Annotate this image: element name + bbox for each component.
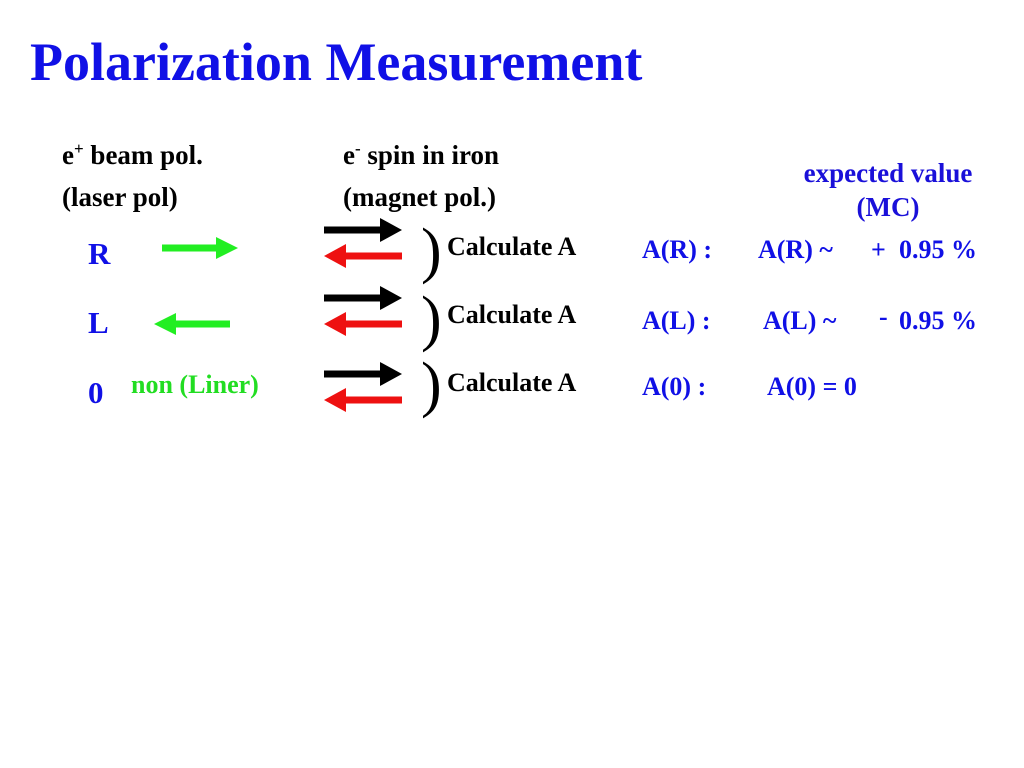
expected-value-line1: expected value	[803, 158, 973, 188]
result-value: 0.95 %	[899, 235, 977, 264]
beam-pol-header-line1: e+ beam pol.	[62, 139, 203, 170]
result-left: A(R) :	[642, 235, 713, 264]
paren-icon: )	[421, 285, 442, 353]
page-title: Polarization Measurement	[30, 32, 643, 92]
spin-header-line2: (magnet pol.)	[343, 182, 496, 212]
result-sign: +	[871, 235, 886, 264]
arrow-left-icon	[154, 313, 230, 335]
spin-header-line1: e- spin in iron	[343, 139, 499, 170]
beam-unpolarized-label: non (Liner)	[131, 370, 259, 399]
spin-arrow-pair-icon	[324, 286, 402, 336]
result-left: A(L) :	[642, 306, 711, 335]
result-value: 0.95 %	[899, 306, 977, 335]
row-label-l: L	[88, 305, 109, 340]
calculate-a-label: Calculate A	[447, 300, 577, 329]
paren-icon: )	[421, 351, 442, 419]
result-mid: A(R) ~	[758, 235, 833, 264]
beam-pol-header: e+ beam pol. (laser pol)	[62, 134, 203, 218]
result-sign: -	[879, 302, 888, 331]
spin-arrow-pair-icon	[324, 362, 402, 412]
calculate-a-label: Calculate A	[447, 232, 577, 261]
expected-value-line2: (MC)	[856, 192, 920, 222]
result-left: A(0) :	[642, 372, 707, 401]
beam-pol-header-line2: (laser pol)	[62, 182, 178, 212]
paren-icon: )	[421, 217, 442, 285]
calculate-a-label: Calculate A	[447, 368, 577, 397]
result-mid: A(L) ~	[763, 306, 837, 335]
expected-value-header: expected value (MC)	[778, 156, 998, 224]
spin-header: e- spin in iron (magnet pol.)	[343, 134, 499, 218]
row-label-r: R	[88, 236, 111, 271]
row-label-0: 0	[88, 375, 104, 410]
arrow-right-icon	[162, 237, 238, 259]
result-mid: A(0) = 0	[767, 372, 857, 401]
spin-arrow-pair-icon	[324, 218, 402, 268]
